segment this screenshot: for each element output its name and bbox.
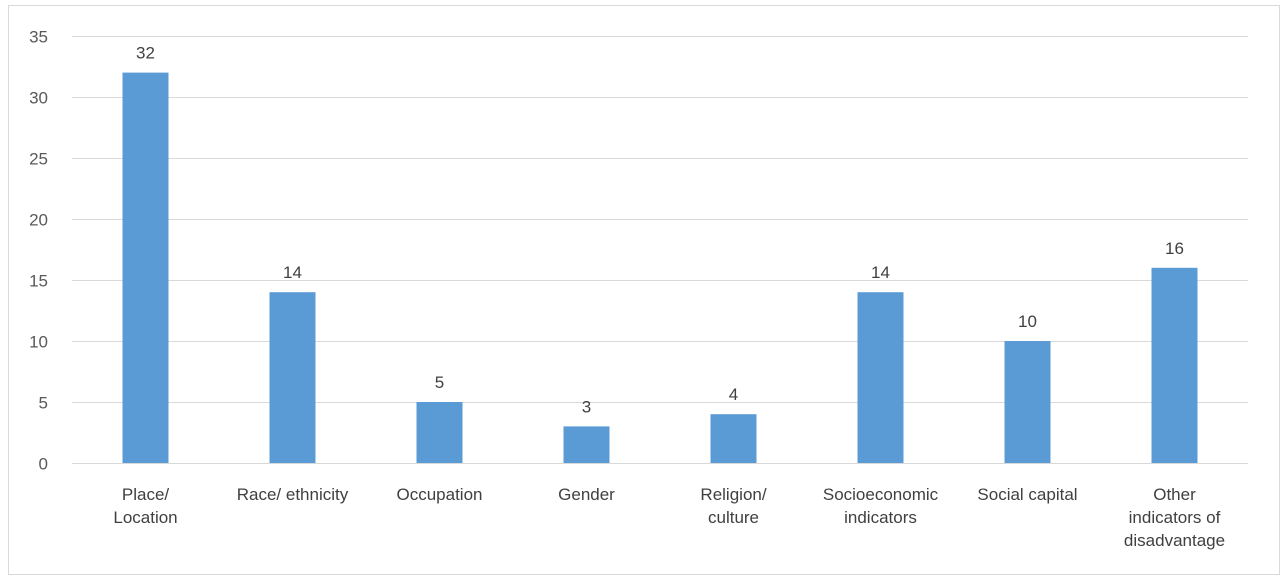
x-category-label: disadvantage xyxy=(1124,531,1225,550)
chart-frame xyxy=(8,5,1280,575)
data-label: 10 xyxy=(1018,312,1037,331)
y-tick-label: 35 xyxy=(29,28,48,47)
bar xyxy=(1004,341,1051,463)
x-category-label: indicators of xyxy=(1129,508,1221,527)
y-tick-label: 25 xyxy=(29,150,48,169)
x-category-label: Place/ xyxy=(122,485,170,504)
y-axis-ticks: 0 5 10 15 20 25 30 35 xyxy=(29,28,48,474)
x-category-label: indicators xyxy=(844,508,917,527)
x-category-label: Social capital xyxy=(977,485,1077,504)
y-tick-label: 20 xyxy=(29,211,48,230)
y-tick-label: 10 xyxy=(29,333,48,352)
y-tick-label: 0 xyxy=(39,455,48,474)
x-category-label: Race/ ethnicity xyxy=(237,485,349,504)
data-label: 4 xyxy=(729,385,738,404)
x-category-label: Religion/ xyxy=(700,485,766,504)
y-tick-label: 5 xyxy=(39,394,48,413)
gridlines xyxy=(72,36,1248,403)
y-tick-label: 15 xyxy=(29,272,48,291)
data-label: 16 xyxy=(1165,239,1184,258)
x-category-label: Socioeconomic xyxy=(823,485,939,504)
bars xyxy=(122,72,1198,463)
bar xyxy=(1151,267,1198,463)
x-axis-category-labels: Place/Location Race/ ethnicity Occupation G… xyxy=(113,485,1225,550)
bar xyxy=(563,426,610,463)
x-category-label: culture xyxy=(708,508,759,527)
data-label: 14 xyxy=(871,263,890,282)
x-category-label: Occupation xyxy=(397,485,483,504)
bar xyxy=(122,72,169,463)
data-labels: 32 14 5 3 4 14 10 16 xyxy=(136,44,1184,417)
data-label: 32 xyxy=(136,44,155,63)
x-category-label: Gender xyxy=(558,485,615,504)
x-category-label: Other xyxy=(1153,485,1196,504)
data-label: 14 xyxy=(283,263,302,282)
x-category-label: Location xyxy=(113,508,177,527)
data-label: 3 xyxy=(582,397,591,416)
bar xyxy=(269,292,316,463)
bar xyxy=(710,414,757,463)
data-label: 5 xyxy=(435,373,444,392)
y-tick-label: 30 xyxy=(29,89,48,108)
bar xyxy=(857,292,904,463)
bar xyxy=(416,402,463,463)
